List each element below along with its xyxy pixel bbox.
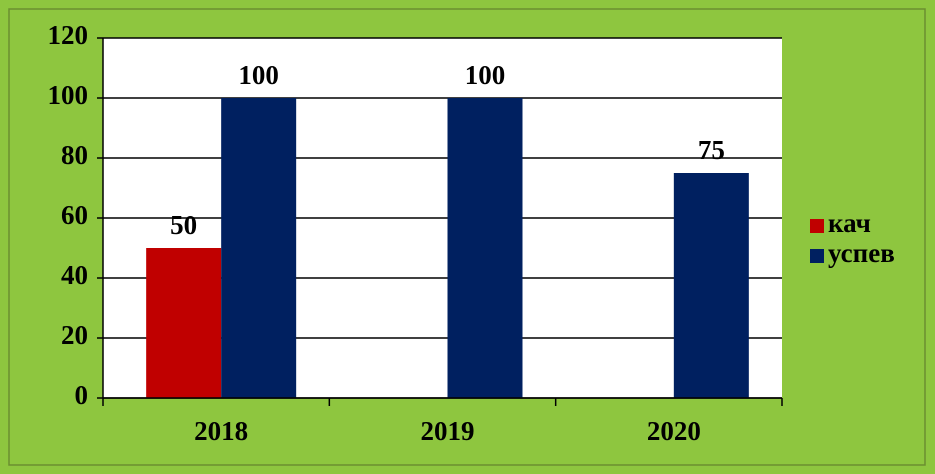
y-tick-label: 20: [61, 320, 88, 350]
y-tick-label: 80: [61, 140, 88, 170]
bar: [146, 248, 222, 398]
legend-label: кач: [828, 208, 871, 238]
x-tick-label: 2018: [194, 416, 248, 446]
data-label: 100: [465, 60, 506, 90]
data-label: 100: [238, 60, 279, 90]
legend-swatch: [810, 249, 824, 263]
bar: [673, 173, 749, 398]
y-tick-label: 120: [48, 20, 89, 50]
x-tick-label: 2020: [647, 416, 701, 446]
bar: [221, 98, 297, 398]
y-tick-label: 0: [75, 380, 89, 410]
data-label: 50: [170, 210, 197, 240]
y-tick-label: 60: [61, 200, 88, 230]
legend-swatch: [810, 219, 824, 233]
data-label: 75: [698, 135, 725, 165]
x-tick-label: 2019: [421, 416, 475, 446]
y-tick-label: 100: [48, 80, 89, 110]
chart-border: [8, 8, 926, 466]
legend-label: успев: [828, 238, 895, 268]
y-tick-label: 40: [61, 260, 88, 290]
bar: [447, 98, 523, 398]
